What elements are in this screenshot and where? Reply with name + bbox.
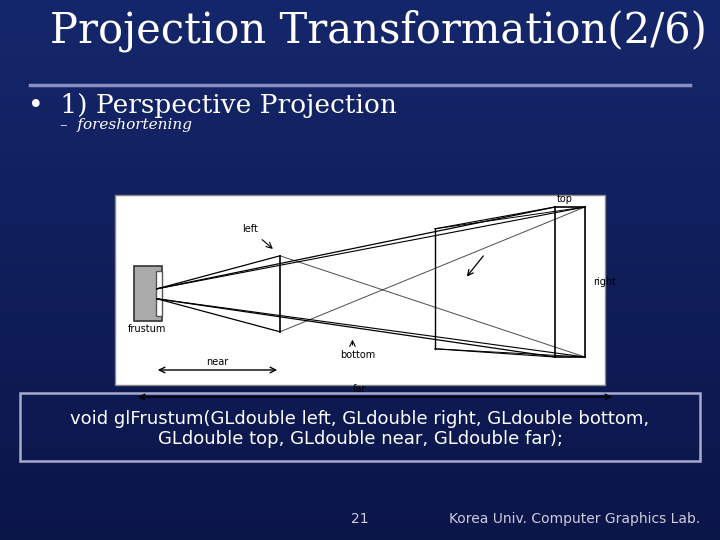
- Text: void glFrustum(GLdouble left, GLdouble right, GLdouble bottom,: void glFrustum(GLdouble left, GLdouble r…: [71, 410, 649, 428]
- Bar: [0, 372, 720, 378]
- Bar: [0, 27, 720, 33]
- Bar: [0, 0, 720, 6]
- Bar: [0, 492, 720, 500]
- Bar: [0, 40, 720, 47]
- Text: far: far: [354, 384, 366, 394]
- Bar: [0, 351, 720, 357]
- Text: GLdouble top, GLdouble near, GLdouble far);: GLdouble top, GLdouble near, GLdouble fa…: [158, 430, 562, 448]
- Bar: [0, 378, 720, 384]
- Bar: [0, 216, 720, 222]
- Bar: [0, 480, 720, 486]
- Bar: [0, 122, 720, 128]
- Bar: [0, 276, 720, 284]
- Bar: [0, 209, 720, 216]
- Bar: [0, 405, 720, 411]
- Bar: [0, 324, 720, 330]
- Bar: [0, 534, 720, 540]
- Text: top: top: [557, 194, 573, 204]
- Bar: [0, 526, 720, 534]
- Bar: [0, 230, 720, 237]
- Bar: [0, 222, 720, 230]
- Bar: [0, 465, 720, 472]
- Bar: [0, 411, 720, 418]
- Bar: [0, 263, 720, 270]
- Text: 21: 21: [351, 512, 369, 526]
- Bar: [0, 33, 720, 40]
- Bar: [0, 148, 720, 156]
- Bar: [0, 183, 720, 189]
- Bar: [20, 393, 700, 461]
- Bar: [0, 384, 720, 391]
- Bar: [0, 330, 720, 338]
- Bar: [0, 357, 720, 364]
- Bar: [0, 446, 720, 453]
- Bar: [0, 500, 720, 507]
- Bar: [134, 266, 162, 321]
- Bar: [0, 156, 720, 162]
- Bar: [0, 284, 720, 291]
- Bar: [0, 135, 720, 141]
- Bar: [0, 392, 720, 399]
- Bar: [115, 195, 605, 385]
- Bar: [0, 432, 720, 438]
- Bar: [0, 297, 720, 303]
- Bar: [0, 128, 720, 135]
- Bar: [0, 317, 720, 324]
- Bar: [0, 68, 720, 74]
- Text: bottom: bottom: [340, 350, 375, 360]
- Bar: [0, 513, 720, 519]
- Text: near: near: [207, 357, 229, 367]
- Text: Korea Univ. Computer Graphics Lab.: Korea Univ. Computer Graphics Lab.: [449, 512, 700, 526]
- Bar: [0, 81, 720, 87]
- Bar: [0, 202, 720, 209]
- Bar: [0, 176, 720, 183]
- Bar: [0, 345, 720, 351]
- Text: right: right: [593, 277, 616, 287]
- Text: Projection Transformation(2/6): Projection Transformation(2/6): [50, 10, 707, 52]
- Text: •  1) Perspective Projection: • 1) Perspective Projection: [28, 93, 397, 118]
- Bar: [0, 453, 720, 459]
- Bar: [0, 108, 720, 115]
- Bar: [0, 162, 720, 168]
- Bar: [0, 507, 720, 513]
- Text: frustum: frustum: [128, 325, 166, 334]
- Bar: [0, 338, 720, 345]
- Bar: [0, 256, 720, 263]
- Bar: [0, 399, 720, 405]
- Text: –  foreshortening: – foreshortening: [60, 118, 192, 132]
- Bar: [0, 519, 720, 526]
- Bar: [0, 20, 720, 27]
- Bar: [0, 426, 720, 432]
- Bar: [0, 74, 720, 81]
- Bar: [0, 486, 720, 492]
- Bar: [0, 115, 720, 122]
- Bar: [0, 472, 720, 480]
- Bar: [0, 418, 720, 426]
- Bar: [0, 364, 720, 372]
- Bar: [0, 102, 720, 108]
- Bar: [0, 310, 720, 317]
- Bar: [0, 14, 720, 20]
- Text: left: left: [242, 224, 258, 234]
- Bar: [0, 270, 720, 276]
- Bar: [0, 195, 720, 202]
- Bar: [0, 237, 720, 243]
- Bar: [0, 291, 720, 297]
- Bar: [0, 60, 720, 68]
- Bar: [0, 459, 720, 465]
- Bar: [0, 94, 720, 102]
- Bar: [0, 87, 720, 94]
- Bar: [0, 303, 720, 310]
- Bar: [0, 6, 720, 14]
- Bar: [0, 438, 720, 445]
- Bar: [0, 47, 720, 54]
- Bar: [0, 249, 720, 256]
- Bar: [0, 168, 720, 176]
- Bar: [156, 271, 162, 316]
- Bar: [0, 141, 720, 149]
- Bar: [0, 243, 720, 249]
- Bar: [0, 54, 720, 60]
- Bar: [0, 189, 720, 195]
